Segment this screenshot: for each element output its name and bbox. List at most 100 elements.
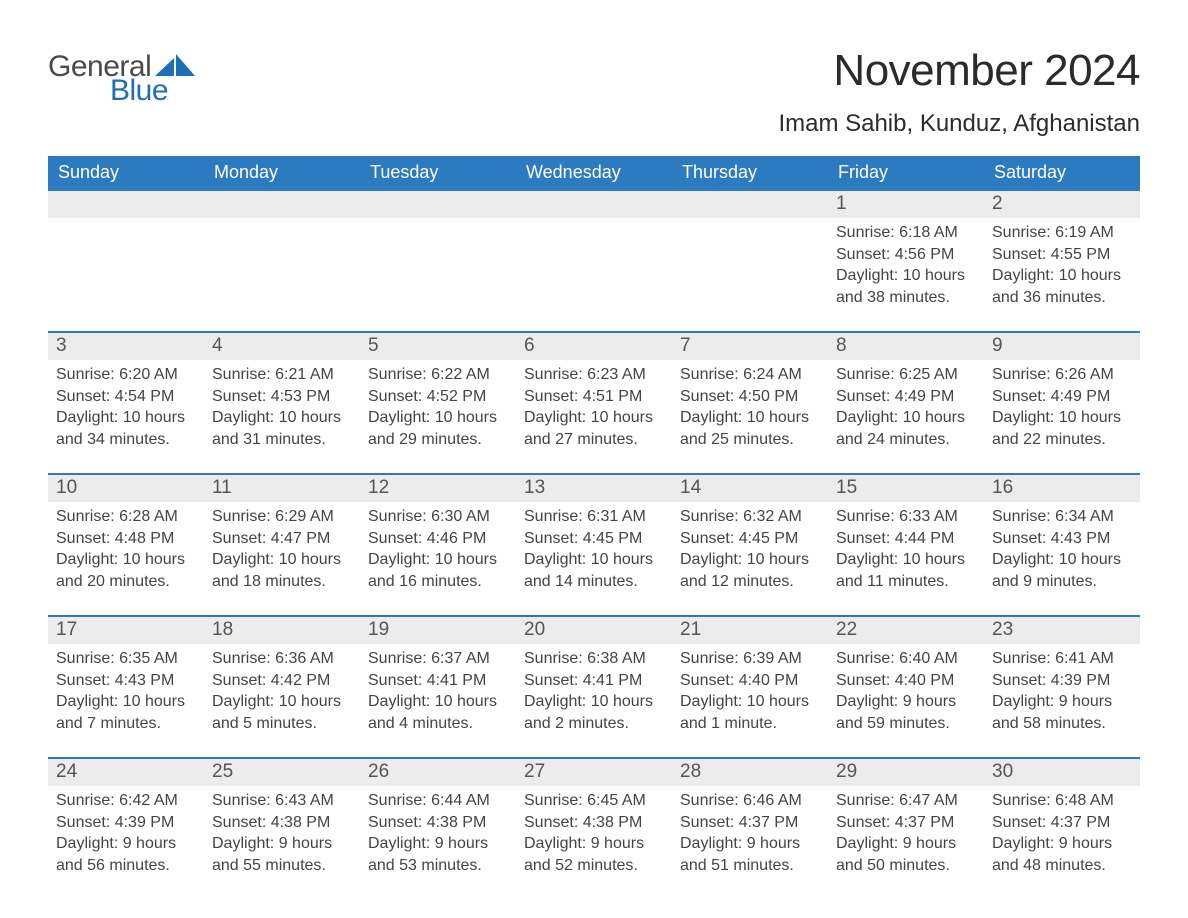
sunrise-line: Sunrise: 6:45 AM <box>524 790 664 812</box>
day-header: Tuesday <box>360 156 516 189</box>
day-details: Sunrise: 6:18 AMSunset: 4:56 PMDaylight:… <box>828 218 984 308</box>
calendar-empty-cell <box>204 189 360 321</box>
daylight-line: Daylight: 10 hours and 5 minutes. <box>212 691 352 734</box>
daylight-line: Daylight: 10 hours and 2 minutes. <box>524 691 664 734</box>
day-details: Sunrise: 6:21 AMSunset: 4:53 PMDaylight:… <box>204 360 360 450</box>
day-details: Sunrise: 6:19 AMSunset: 4:55 PMDaylight:… <box>984 218 1140 308</box>
calendar-day-cell: 2Sunrise: 6:19 AMSunset: 4:55 PMDaylight… <box>984 189 1140 321</box>
sunset-line: Sunset: 4:52 PM <box>368 386 508 408</box>
week-spacer <box>48 747 1140 757</box>
date-number-band: 17 <box>48 615 204 644</box>
sunset-line: Sunset: 4:49 PM <box>836 386 976 408</box>
day-details: Sunrise: 6:48 AMSunset: 4:37 PMDaylight:… <box>984 786 1140 876</box>
sunset-line: Sunset: 4:43 PM <box>56 670 196 692</box>
sunrise-line: Sunrise: 6:43 AM <box>212 790 352 812</box>
date-number-band: 9 <box>984 331 1140 360</box>
day-details: Sunrise: 6:31 AMSunset: 4:45 PMDaylight:… <box>516 502 672 592</box>
sunset-line: Sunset: 4:42 PM <box>212 670 352 692</box>
calendar-week-row: 3Sunrise: 6:20 AMSunset: 4:54 PMDaylight… <box>48 331 1140 463</box>
day-details: Sunrise: 6:34 AMSunset: 4:43 PMDaylight:… <box>984 502 1140 592</box>
sunset-line: Sunset: 4:38 PM <box>368 812 508 834</box>
calendar-day-cell: 20Sunrise: 6:38 AMSunset: 4:41 PMDayligh… <box>516 615 672 747</box>
sunset-line: Sunset: 4:44 PM <box>836 528 976 550</box>
day-details: Sunrise: 6:37 AMSunset: 4:41 PMDaylight:… <box>360 644 516 734</box>
week-spacer <box>48 605 1140 615</box>
date-number-band: 4 <box>204 331 360 360</box>
sunrise-line: Sunrise: 6:26 AM <box>992 364 1132 386</box>
calendar-day-cell: 18Sunrise: 6:36 AMSunset: 4:42 PMDayligh… <box>204 615 360 747</box>
date-number-band: 19 <box>360 615 516 644</box>
daylight-line: Daylight: 9 hours and 58 minutes. <box>992 691 1132 734</box>
daylight-line: Daylight: 10 hours and 16 minutes. <box>368 549 508 592</box>
sunset-line: Sunset: 4:41 PM <box>524 670 664 692</box>
daylight-line: Daylight: 10 hours and 36 minutes. <box>992 265 1132 308</box>
daylight-line: Daylight: 10 hours and 38 minutes. <box>836 265 976 308</box>
sunrise-line: Sunrise: 6:22 AM <box>368 364 508 386</box>
date-number-band: 18 <box>204 615 360 644</box>
date-number-band: 8 <box>828 331 984 360</box>
date-number-band: 10 <box>48 473 204 502</box>
date-number-band: 22 <box>828 615 984 644</box>
daylight-line: Daylight: 10 hours and 12 minutes. <box>680 549 820 592</box>
date-number-band <box>48 189 204 218</box>
calendar-week-row: 17Sunrise: 6:35 AMSunset: 4:43 PMDayligh… <box>48 615 1140 747</box>
title-block: November 2024 Imam Sahib, Kunduz, Afghan… <box>778 46 1140 138</box>
day-details: Sunrise: 6:25 AMSunset: 4:49 PMDaylight:… <box>828 360 984 450</box>
daylight-line: Daylight: 10 hours and 1 minute. <box>680 691 820 734</box>
daylight-line: Daylight: 9 hours and 48 minutes. <box>992 833 1132 876</box>
calendar-week-row: 1Sunrise: 6:18 AMSunset: 4:56 PMDaylight… <box>48 189 1140 321</box>
sunset-line: Sunset: 4:54 PM <box>56 386 196 408</box>
calendar-day-cell: 24Sunrise: 6:42 AMSunset: 4:39 PMDayligh… <box>48 757 204 889</box>
sunset-line: Sunset: 4:38 PM <box>524 812 664 834</box>
daylight-line: Daylight: 10 hours and 27 minutes. <box>524 407 664 450</box>
sunset-line: Sunset: 4:39 PM <box>992 670 1132 692</box>
calendar-day-cell: 25Sunrise: 6:43 AMSunset: 4:38 PMDayligh… <box>204 757 360 889</box>
calendar-day-cell: 1Sunrise: 6:18 AMSunset: 4:56 PMDaylight… <box>828 189 984 321</box>
sunset-line: Sunset: 4:55 PM <box>992 244 1132 266</box>
calendar-empty-cell <box>516 189 672 321</box>
sunrise-line: Sunrise: 6:41 AM <box>992 648 1132 670</box>
sunset-line: Sunset: 4:45 PM <box>680 528 820 550</box>
day-details: Sunrise: 6:24 AMSunset: 4:50 PMDaylight:… <box>672 360 828 450</box>
sunrise-line: Sunrise: 6:47 AM <box>836 790 976 812</box>
calendar-day-cell: 14Sunrise: 6:32 AMSunset: 4:45 PMDayligh… <box>672 473 828 605</box>
date-number-band: 26 <box>360 757 516 786</box>
calendar-table: SundayMondayTuesdayWednesdayThursdayFrid… <box>48 156 1140 889</box>
daylight-line: Daylight: 9 hours and 51 minutes. <box>680 833 820 876</box>
daylight-line: Daylight: 9 hours and 52 minutes. <box>524 833 664 876</box>
calendar-empty-cell <box>48 189 204 321</box>
sunrise-line: Sunrise: 6:24 AM <box>680 364 820 386</box>
sunrise-line: Sunrise: 6:42 AM <box>56 790 196 812</box>
day-header: Saturday <box>984 156 1140 189</box>
daylight-line: Daylight: 10 hours and 31 minutes. <box>212 407 352 450</box>
sunrise-line: Sunrise: 6:21 AM <box>212 364 352 386</box>
sunrise-line: Sunrise: 6:20 AM <box>56 364 196 386</box>
calendar-day-cell: 29Sunrise: 6:47 AMSunset: 4:37 PMDayligh… <box>828 757 984 889</box>
sunrise-line: Sunrise: 6:29 AM <box>212 506 352 528</box>
daylight-line: Daylight: 10 hours and 25 minutes. <box>680 407 820 450</box>
date-number-band: 11 <box>204 473 360 502</box>
day-details: Sunrise: 6:20 AMSunset: 4:54 PMDaylight:… <box>48 360 204 450</box>
brand-logo: General Blue <box>48 46 195 106</box>
date-number-band <box>516 189 672 218</box>
daylight-line: Daylight: 10 hours and 11 minutes. <box>836 549 976 592</box>
calendar-day-cell: 3Sunrise: 6:20 AMSunset: 4:54 PMDaylight… <box>48 331 204 463</box>
sunset-line: Sunset: 4:56 PM <box>836 244 976 266</box>
calendar-page: General Blue November 2024 Imam Sahib, K… <box>0 0 1188 918</box>
calendar-day-cell: 23Sunrise: 6:41 AMSunset: 4:39 PMDayligh… <box>984 615 1140 747</box>
sunrise-line: Sunrise: 6:19 AM <box>992 222 1132 244</box>
calendar-day-cell: 21Sunrise: 6:39 AMSunset: 4:40 PMDayligh… <box>672 615 828 747</box>
day-details: Sunrise: 6:47 AMSunset: 4:37 PMDaylight:… <box>828 786 984 876</box>
day-details: Sunrise: 6:41 AMSunset: 4:39 PMDaylight:… <box>984 644 1140 734</box>
date-number-band: 28 <box>672 757 828 786</box>
date-number-band: 20 <box>516 615 672 644</box>
sunset-line: Sunset: 4:47 PM <box>212 528 352 550</box>
date-number-band: 30 <box>984 757 1140 786</box>
date-number-band: 7 <box>672 331 828 360</box>
sunrise-line: Sunrise: 6:40 AM <box>836 648 976 670</box>
calendar-day-cell: 22Sunrise: 6:40 AMSunset: 4:40 PMDayligh… <box>828 615 984 747</box>
calendar-day-cell: 7Sunrise: 6:24 AMSunset: 4:50 PMDaylight… <box>672 331 828 463</box>
calendar-day-cell: 12Sunrise: 6:30 AMSunset: 4:46 PMDayligh… <box>360 473 516 605</box>
calendar-day-cell: 26Sunrise: 6:44 AMSunset: 4:38 PMDayligh… <box>360 757 516 889</box>
date-number-band: 16 <box>984 473 1140 502</box>
